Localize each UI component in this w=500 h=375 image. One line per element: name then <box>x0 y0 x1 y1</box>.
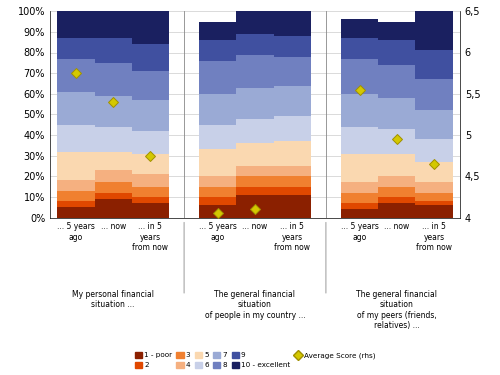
Bar <box>200 197 236 205</box>
Bar <box>341 59 378 94</box>
Bar <box>341 209 378 218</box>
Bar <box>94 170 132 183</box>
Bar <box>416 201 453 205</box>
Bar <box>200 176 236 187</box>
Bar <box>132 71 169 100</box>
Bar <box>236 166 274 176</box>
Bar <box>341 203 378 209</box>
Bar <box>236 88 274 118</box>
Bar <box>341 127 378 154</box>
Bar <box>200 21 236 40</box>
Bar <box>94 152 132 170</box>
Bar <box>341 20 378 38</box>
Bar <box>58 38 94 59</box>
Bar <box>274 195 310 217</box>
Bar <box>132 187 169 197</box>
Bar <box>94 63 132 96</box>
Bar <box>274 116 310 141</box>
Bar <box>200 61 236 94</box>
Bar <box>416 110 453 139</box>
Bar <box>378 21 416 40</box>
Bar <box>236 118 274 143</box>
Bar <box>274 36 310 57</box>
Bar <box>378 98 416 129</box>
Bar <box>94 193 132 199</box>
Bar <box>132 131 169 154</box>
Bar <box>132 100 169 131</box>
Bar <box>132 11 169 44</box>
Bar <box>274 141 310 166</box>
Bar <box>378 203 416 217</box>
Bar <box>236 195 274 217</box>
Bar <box>58 201 94 207</box>
Bar <box>58 191 94 201</box>
Legend: 1 - poor, 2, 3, 4, 5, 6, 7, 8, 9, 10 - excellent, Average Score (rhs): 1 - poor, 2, 3, 4, 5, 6, 7, 8, 9, 10 - e… <box>132 349 378 371</box>
Bar <box>416 193 453 201</box>
Bar <box>341 193 378 203</box>
Bar <box>94 11 132 38</box>
Bar <box>274 176 310 187</box>
Bar <box>94 199 132 217</box>
Bar <box>416 80 453 110</box>
Bar <box>58 11 94 38</box>
Text: The general financial
situation
of people in my country ...: The general financial situation of peopl… <box>204 290 306 320</box>
Bar <box>416 183 453 193</box>
Bar <box>200 187 236 197</box>
Bar <box>200 124 236 149</box>
Bar <box>274 166 310 176</box>
Bar <box>274 57 310 86</box>
Bar <box>58 207 94 218</box>
Bar <box>236 11 274 34</box>
Bar <box>416 205 453 218</box>
Bar <box>341 38 378 59</box>
Bar <box>200 150 236 176</box>
Bar <box>274 187 310 195</box>
Bar <box>236 187 274 195</box>
Bar <box>58 59 94 92</box>
Text: The general financial
situation
of my peers (friends,
relatives) ...: The general financial situation of my pe… <box>356 290 438 330</box>
Bar <box>132 154 169 174</box>
Bar <box>200 94 236 124</box>
Bar <box>378 129 416 154</box>
Bar <box>132 203 169 217</box>
Bar <box>378 40 416 65</box>
Bar <box>378 197 416 203</box>
Bar <box>378 154 416 176</box>
Bar <box>94 183 132 193</box>
Bar <box>236 55 274 88</box>
Bar <box>416 11 453 51</box>
Bar <box>416 162 453 183</box>
Bar <box>378 65 416 98</box>
Bar <box>341 183 378 193</box>
Bar <box>94 38 132 63</box>
Bar <box>200 40 236 61</box>
Bar <box>58 92 94 124</box>
Bar <box>416 139 453 162</box>
Bar <box>341 94 378 127</box>
Bar <box>274 86 310 116</box>
Bar <box>378 176 416 187</box>
Bar <box>416 51 453 80</box>
Bar <box>132 197 169 203</box>
Bar <box>58 124 94 152</box>
Bar <box>378 187 416 197</box>
Text: My personal financial
situation ...: My personal financial situation ... <box>72 290 154 309</box>
Bar <box>132 44 169 71</box>
Bar <box>94 127 132 152</box>
Bar <box>58 180 94 191</box>
Bar <box>341 154 378 183</box>
Bar <box>58 152 94 180</box>
Bar <box>274 11 310 36</box>
Bar <box>236 143 274 166</box>
Bar <box>236 176 274 187</box>
Bar <box>132 174 169 187</box>
Bar <box>200 205 236 218</box>
Bar <box>94 96 132 127</box>
Bar <box>236 34 274 55</box>
